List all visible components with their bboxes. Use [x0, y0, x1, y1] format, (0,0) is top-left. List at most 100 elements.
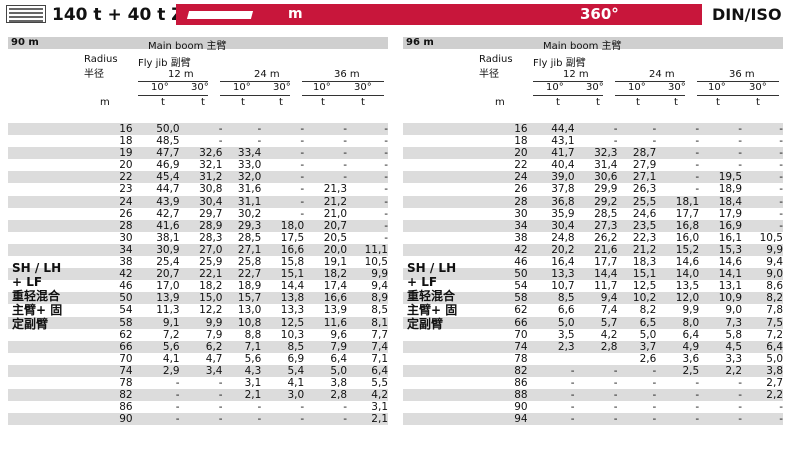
- capacity-cell: 4,1: [261, 376, 305, 390]
- radius-cell: 46: [447, 256, 528, 269]
- config-line: SH / LH: [12, 261, 62, 275]
- table-row: 70 4,1 4,7 5,6 6,9 6,4 7,1: [8, 352, 388, 365]
- capacity-cell: 2,1: [222, 389, 262, 402]
- row-spacer: [8, 135, 53, 148]
- capacity-cell: 2,8: [304, 389, 348, 402]
- table-row: 18 48,5- - - - -: [8, 135, 388, 148]
- table-row: 24 43,9 30,4 31,1-21,2-: [8, 195, 388, 208]
- capacity-cell: -: [699, 135, 743, 148]
- capacity-cell: 8,8: [222, 328, 262, 341]
- capacity-cell: 12,0: [656, 292, 700, 305]
- capacity-cell: -: [347, 123, 388, 136]
- capacity-cell: -: [617, 401, 657, 414]
- radius-cell: 23: [52, 183, 133, 196]
- capacity-cell: 41,7: [527, 147, 575, 160]
- radius-cell: 82: [52, 389, 133, 402]
- table-row: 50 13,3 14,4 15,1 14,0 14,1 9,0: [403, 268, 783, 281]
- row-spacer: [403, 123, 448, 136]
- capacity-cell: 2,5: [656, 364, 700, 377]
- capacity-cell: -: [222, 413, 262, 426]
- capacity-cell: -: [261, 183, 305, 196]
- capacity-cell: 13,9: [132, 292, 180, 305]
- offset-0: 10°: [546, 82, 564, 93]
- capacity-cell: 16,1: [699, 231, 743, 244]
- row-spacer: [8, 352, 53, 365]
- table-row: 20 41,7 32,3 28,7- - -: [403, 147, 783, 160]
- capacity-cell: 5,0: [527, 316, 575, 329]
- capacity-cell: 15,1: [617, 268, 657, 281]
- capacity-cell: 16,4: [527, 256, 575, 269]
- capacity-cell: 27,1: [617, 171, 657, 184]
- capacity-cell: 11,7: [574, 280, 618, 293]
- table-row: 82- -2,1 3,0 2,8 4,2: [8, 389, 388, 402]
- capacity-cell: 3,5: [527, 328, 575, 341]
- radius-cell: 38: [447, 231, 528, 244]
- divider: [220, 95, 290, 96]
- capacity-cell: 18,2: [304, 268, 348, 281]
- row-spacer: [403, 195, 448, 208]
- capacity-cell: 33,4: [222, 147, 262, 160]
- capacity-cell: 11,1: [347, 243, 388, 257]
- capacity-cell: 6,9: [261, 352, 305, 365]
- table-row: 34 30,4 27,3 23,5 16,8 16,9-: [403, 219, 783, 232]
- capacity-cell: 13,8: [261, 292, 305, 305]
- offset-2: 10°: [628, 82, 646, 93]
- capacity-cell: -: [179, 376, 223, 390]
- capacity-cell: 43,1: [527, 135, 575, 148]
- capacity-cell: 29,9: [574, 183, 618, 196]
- row-spacer: [403, 280, 448, 293]
- capacity-cell: 22,3: [617, 231, 657, 244]
- capacity-cell: 32,1: [179, 159, 223, 172]
- capacity-cell: -: [742, 219, 783, 232]
- table-row: 78- -3,1 4,1 3,8 5,5: [8, 376, 388, 390]
- main-boom-label: Main boom 主臂: [148, 41, 227, 52]
- radius-cell: 66: [52, 340, 133, 353]
- table-row: 90- - - - -2,1: [8, 413, 388, 426]
- capacity-cell: -: [656, 413, 700, 426]
- capacity-cell: 8,5: [527, 292, 575, 305]
- row-spacer: [403, 413, 448, 426]
- row-spacer: [403, 389, 448, 402]
- capacity-cell: 28,5: [222, 231, 262, 244]
- capacity-cell: 26,3: [617, 183, 657, 196]
- capacity-cell: -: [527, 413, 575, 426]
- capacity-cell: 16,9: [699, 219, 743, 232]
- slew-angle: 360°: [580, 5, 619, 23]
- capacity-cell: -: [574, 376, 618, 390]
- capacity-cell: -: [132, 401, 180, 414]
- capacity-cell: 8,2: [617, 304, 657, 317]
- load-table-right: 96 m Main boom 主臂 Radius 半径 Fly jib 副臂 12 m 24…: [403, 37, 783, 459]
- capacity-cell: 11,3: [132, 304, 180, 317]
- capacity-cell: -: [222, 123, 262, 136]
- row-spacer: [8, 256, 53, 269]
- table-row: 90- - - - - -: [403, 401, 783, 414]
- capacity-cell: 8,9: [347, 292, 388, 305]
- table-row: 38 24,8 26,2 22,3 16,0 16,1 10,5: [403, 231, 783, 244]
- radius-cell: 34: [447, 219, 528, 232]
- capacity-cell: 33,0: [222, 159, 262, 172]
- capacity-cell: -: [699, 413, 743, 426]
- radius-cell: 24: [447, 171, 528, 184]
- capacity-cell: -: [699, 147, 743, 160]
- capacity-cell: -: [132, 389, 180, 402]
- table-row: 58 9,1 9,9 10,8 12,5 11,6 8,1: [8, 316, 388, 329]
- capacity-cell: -: [179, 389, 223, 402]
- radius-cell: 50: [52, 292, 133, 305]
- capacity-cell: 50,0: [132, 123, 180, 136]
- divider: [533, 81, 603, 82]
- capacity-cell: -: [742, 195, 783, 208]
- row-spacer: [403, 207, 448, 220]
- capacity-cell: -: [179, 123, 223, 136]
- capacity-cell: 12,2: [179, 304, 223, 317]
- capacity-cell: -: [347, 195, 388, 208]
- unit-t-0: t: [556, 97, 560, 108]
- config-line: + LF: [407, 275, 438, 289]
- row-spacer: [8, 183, 53, 196]
- row-spacer: [403, 268, 448, 281]
- capacity-cell: -: [574, 135, 618, 148]
- row-spacer: [8, 340, 53, 353]
- capacity-cell: 31,2: [179, 171, 223, 184]
- unit-t-3: t: [279, 97, 283, 108]
- offset-4: 10°: [313, 82, 331, 93]
- radius-cell: 54: [447, 280, 528, 293]
